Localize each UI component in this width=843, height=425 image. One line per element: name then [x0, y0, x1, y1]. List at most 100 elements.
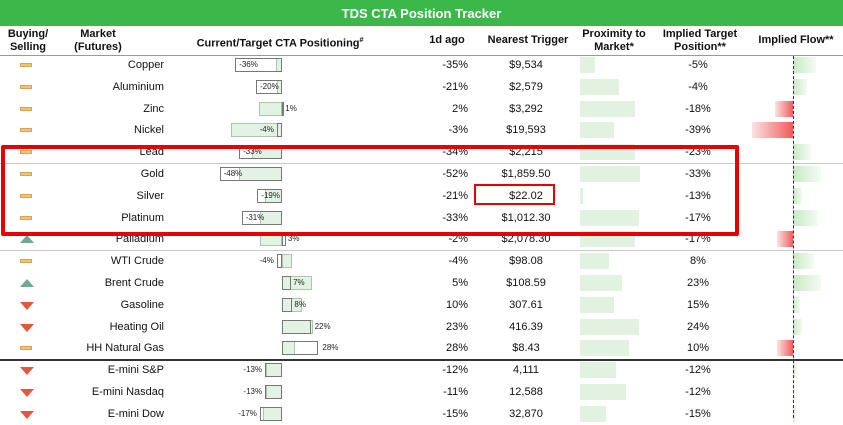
day-ago-value: -21%	[442, 189, 468, 202]
implied-target-value: 24%	[686, 320, 710, 333]
implied-flow-buy-bar	[793, 144, 812, 161]
header-buying-selling: Buying/ Selling	[7, 28, 49, 53]
market-name: Copper	[127, 59, 164, 71]
implied-target-value: -15%	[685, 407, 711, 420]
nearest-trigger-value: $2,078.30	[501, 233, 551, 246]
nearest-trigger-value: $1,012.30	[501, 211, 551, 224]
nearest-trigger-value: $98.08	[509, 255, 543, 268]
day-ago-value: -34%	[442, 146, 468, 159]
highlight-silver-trigger-box	[474, 184, 555, 205]
day-ago-value: 28%	[445, 342, 468, 355]
header-implied-target: Implied Target Position**	[662, 28, 738, 53]
table-row: Heating Oil 22% 23% 416.39 24%	[0, 316, 843, 338]
implied-target-value: 15%	[686, 298, 710, 311]
header-market: Market (Futures)	[74, 28, 122, 53]
sell-arrow-icon	[20, 410, 34, 419]
proximity-bar	[580, 362, 616, 379]
table-row: Gasoline 8% 10% 307.61 15%	[0, 294, 843, 316]
day-ago-value: 5%	[452, 277, 468, 289]
market-name: Gasoline	[120, 298, 164, 311]
market-name: Heating Oil	[109, 320, 164, 333]
implied-target-value: -18%	[685, 102, 711, 115]
header-proximity: Proximity to Market*	[582, 28, 646, 53]
implied-target-value: -5%	[688, 59, 708, 71]
current-position-label: -36%	[239, 60, 258, 69]
neutral-dash-icon	[20, 259, 32, 264]
table-row: Aluminium -20% -21% $2,579 -4%	[0, 76, 843, 98]
implied-flow-sell-bar	[774, 100, 793, 117]
table-row: WTI Crude -4% -4% $98.08 8%	[0, 250, 843, 272]
proximity-bar	[580, 253, 610, 270]
target-position-bar	[282, 254, 293, 269]
market-name: Aluminium	[112, 80, 164, 93]
current-position-bar	[282, 341, 319, 356]
nearest-trigger-value: $3,292	[509, 102, 543, 115]
implied-target-value: 10%	[686, 342, 710, 355]
day-ago-value: -35%	[442, 59, 468, 71]
current-position-label: -19%	[261, 190, 280, 200]
implied-flow-buy-bar	[793, 384, 796, 400]
target-position-bar	[258, 101, 282, 116]
market-name: Brent Crude	[104, 277, 164, 289]
implied-flow-sell-bar	[751, 122, 793, 139]
day-ago-value: 10%	[445, 298, 468, 311]
table-row: HH Natural Gas 28% 28% $8.43 10%	[0, 337, 843, 359]
current-position-label: -33%	[243, 147, 262, 157]
day-ago-value: -52%	[442, 168, 468, 180]
neutral-dash-icon	[20, 128, 32, 133]
nearest-trigger-value: $22.02	[509, 189, 543, 202]
current-position-label: 28%	[322, 343, 339, 353]
implied-target-value: -12%	[685, 386, 711, 398]
implied-flow-buy-bar	[793, 275, 821, 291]
current-position-label: -17%	[238, 408, 257, 418]
current-position-label: 22%	[314, 321, 331, 331]
neutral-dash-icon	[20, 215, 32, 220]
proximity-bar	[580, 384, 626, 400]
nearest-trigger-value: $1,859.50	[501, 168, 551, 180]
implied-target-value: 8%	[690, 255, 706, 268]
implied-flow-buy-bar	[793, 405, 796, 422]
proximity-bar	[580, 296, 614, 313]
sell-arrow-icon	[20, 389, 34, 397]
neutral-dash-icon	[20, 150, 32, 155]
current-position-bar	[265, 363, 282, 378]
day-ago-value: 2%	[452, 102, 468, 115]
table-row: E-mini Dow -17% -15% 32,870 -15%	[0, 403, 843, 425]
day-ago-value: 23%	[445, 320, 468, 333]
implied-target-value: -17%	[685, 233, 711, 246]
table-row: Nickel -4% -3% $19,593 -39%	[0, 119, 843, 141]
day-ago-value: -3%	[448, 124, 468, 137]
table-row: Copper -36% -35% $9,534 -5%	[0, 54, 843, 76]
day-ago-value: -2%	[448, 233, 468, 246]
flow-zero-line	[793, 56, 794, 418]
market-name: E-mini Nasdaq	[91, 386, 164, 398]
current-position-label: -20%	[260, 81, 279, 91]
proximity-bar	[580, 318, 639, 335]
current-position-bar	[265, 385, 282, 399]
current-position-label: 1%	[285, 103, 297, 113]
proximity-bar	[580, 122, 615, 139]
table-row: Platinum -31% -33% $1,012.30 -17%	[0, 207, 843, 229]
nearest-trigger-value: 4,111	[513, 364, 539, 377]
day-ago-value: -12%	[442, 364, 468, 377]
table-row: E-mini S&P -13% -12% 4,111 -12%	[0, 359, 843, 381]
current-position-bar	[259, 406, 282, 421]
nearest-trigger-value: $108.59	[506, 277, 546, 289]
day-ago-value: -11%	[443, 386, 468, 398]
table-row: Palladium 3% -2% $2,078.30 -17%	[0, 228, 843, 250]
day-ago-value: -15%	[442, 407, 468, 420]
day-ago-value: -33%	[442, 211, 468, 224]
current-position-bar	[276, 123, 282, 138]
metals-divider	[0, 163, 843, 164]
current-position-label: -4%	[259, 256, 274, 266]
neutral-dash-icon	[20, 84, 32, 89]
current-position-bar	[256, 79, 282, 94]
implied-flow-buy-bar	[793, 362, 797, 379]
proximity-bar	[580, 78, 619, 95]
market-name: Zinc	[143, 102, 164, 115]
current-position-bar	[282, 319, 311, 334]
current-position-bar	[219, 167, 282, 181]
implied-flow-buy-bar	[793, 57, 816, 73]
nearest-trigger-value: $19,593	[506, 124, 546, 137]
neutral-dash-icon	[20, 193, 32, 198]
